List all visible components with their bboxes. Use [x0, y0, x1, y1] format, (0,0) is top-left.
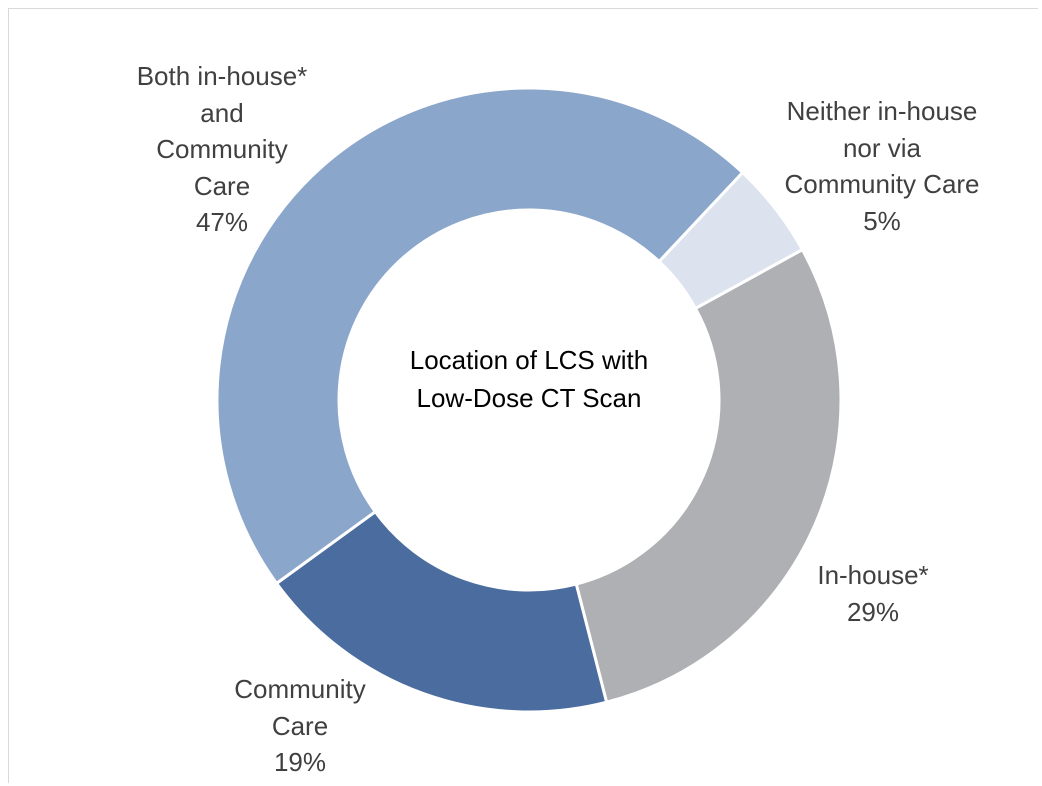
value-label: 5%	[863, 205, 901, 236]
value-label: 47%	[195, 207, 249, 237]
data-label: Both in-house* and Community Care 47%	[132, 58, 312, 241]
donut-segment	[274, 509, 609, 714]
chart-title: Location of LCS with Low-Dose CT Scan	[409, 345, 649, 413]
value-label: 29%	[846, 596, 900, 627]
chart-frame	[8, 8, 1038, 783]
category-label: Both in-house* and Community Care	[136, 61, 308, 201]
donut-segment	[574, 247, 843, 705]
category-label: Community Care	[234, 674, 366, 741]
donut-segment	[215, 86, 745, 586]
data-label: Community Care 19%	[210, 671, 390, 781]
category-label: In-house*	[817, 560, 929, 590]
data-label: In-house* 29%	[788, 557, 958, 630]
data-label: Neither in-house nor via Community Care 5…	[782, 93, 982, 239]
category-label: Neither in-house nor via Community Care	[784, 96, 980, 199]
value-label: 19%	[273, 747, 327, 777]
